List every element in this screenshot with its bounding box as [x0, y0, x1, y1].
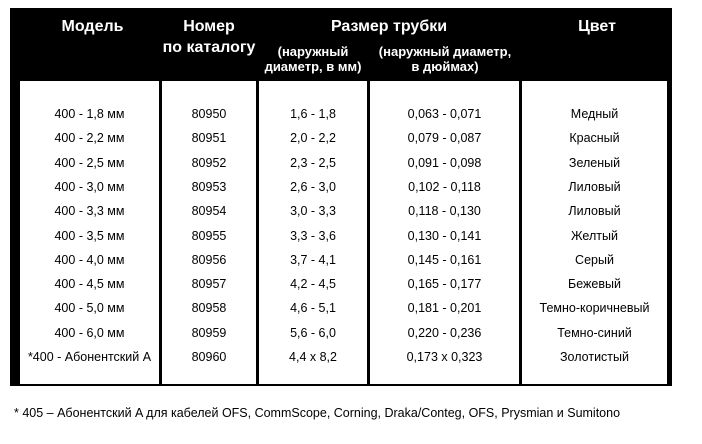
- table-cell-model: 400 - 3,3 мм: [54, 204, 125, 219]
- table-cell-mm: 3,3 - 3,6: [290, 228, 336, 243]
- table-cell-color: Медный: [570, 107, 619, 121]
- table-cell-mm: 4,2 - 4,5: [290, 277, 336, 292]
- table-cell-model: 400 - 3,5 мм: [54, 228, 125, 243]
- header-outer-in-line2: в дюймах): [411, 59, 479, 74]
- table-cell-inch: 0,118 - 0,130: [408, 204, 481, 219]
- table-cell-catalog: 80954: [191, 204, 227, 219]
- header-color: Цвет: [578, 18, 616, 35]
- table-cell-catalog: 80955: [191, 228, 227, 243]
- table-cell-mm: 2,6 - 3,0: [290, 179, 336, 194]
- table-cell-catalog: 80951: [191, 131, 227, 146]
- header-outer-mm-line2: диаметр, в мм): [264, 59, 362, 74]
- table-cell-mm: 4,4 x 8,2: [289, 350, 337, 364]
- column-model: [20, 81, 159, 384]
- table-cell-mm: 2,0 - 2,2: [290, 131, 336, 146]
- header-outer-mm-line1: (наружный: [277, 44, 349, 59]
- table-cell-catalog: 80952: [191, 155, 227, 170]
- column-outer-in: [370, 81, 519, 384]
- table-cell-model: 400 - 4,0 мм: [54, 252, 125, 267]
- table-cell-inch: 0,130 - 0,141: [407, 228, 482, 243]
- table-cell-model: 400 - 6,0 мм: [54, 325, 125, 340]
- table-cell-inch: 0,079 - 0,087: [407, 131, 482, 146]
- table-cell-catalog: 80950: [191, 107, 227, 121]
- table-cell-mm: 4,6 - 5,1: [290, 301, 336, 316]
- table-cell-catalog: 80956: [191, 252, 227, 267]
- table-cell-color: Красный: [569, 131, 620, 146]
- table-cell-model: 400 - 2,5 мм: [54, 155, 125, 170]
- column-catalog: [162, 81, 256, 384]
- table-cell-model: 400 - 1,8 мм: [54, 107, 125, 121]
- table-cell-color: Лиловый: [568, 179, 621, 194]
- table-cell-inch: 0,220 - 0,236: [407, 325, 482, 340]
- table-cell-mm: 1,6 - 1,8: [290, 107, 336, 121]
- table-cell-color: Лиловый: [568, 204, 621, 219]
- column-color: [522, 81, 667, 384]
- table-cell-inch: 0,165 - 0,177: [407, 277, 482, 292]
- table-cell-model: 400 - 3,0 мм: [54, 179, 125, 194]
- table-cell-inch: 0,181 - 0,201: [407, 301, 482, 316]
- table-cell-inch: 0,091 - 0,098: [407, 155, 482, 170]
- table-cell-inch: 0,102 - 0,118: [408, 179, 481, 194]
- table-cell-model: 400 - 2,2 мм: [54, 131, 125, 146]
- table-cell-model: 400 - 4,5 мм: [54, 277, 125, 292]
- table-cell-catalog: 80959: [191, 325, 227, 340]
- table-cell-mm: 3,7 - 4,1: [290, 252, 336, 267]
- table-cell-color: Темно-синий: [557, 325, 632, 340]
- header-catalog-line1: Номер: [183, 18, 235, 35]
- header-catalog-line2: по каталогу: [162, 39, 256, 56]
- table-cell-color: Бежевый: [568, 277, 621, 292]
- table-cell-catalog: 80960: [191, 350, 227, 364]
- table-cell-color: Темно-коричневый: [539, 301, 650, 316]
- table-cell-inch: 0,063 - 0,071: [407, 107, 482, 121]
- table-cell-catalog: 80953: [191, 179, 227, 194]
- table-cell-mm: 2,3 - 2,5: [290, 155, 336, 170]
- table-cell-catalog: 80958: [191, 301, 227, 316]
- table-cell-color: Серый: [575, 252, 614, 267]
- table-cell-catalog: 80957: [191, 277, 227, 292]
- header-outer-in-line1: (наружный диаметр,: [378, 44, 512, 59]
- table-cell-mm: 3,0 - 3,3: [290, 204, 336, 219]
- table-cell-color: Желтый: [571, 228, 618, 243]
- column-outer-mm: [259, 81, 367, 384]
- header-model: Модель: [61, 18, 124, 35]
- header-tube-size: Размер трубки: [330, 18, 448, 35]
- table-cell-inch: 0,145 - 0,161: [407, 252, 482, 267]
- table-cell-model: 400 - 5,0 мм: [54, 301, 125, 316]
- table-cell-model: *400 - Абонентский А: [27, 350, 152, 364]
- table-cell-color: Золотистый: [560, 350, 629, 364]
- spec-table: Модель Номер по каталогу Размер трубки (…: [10, 8, 672, 386]
- footnote: * 405 – Абонентский A для кабелей OFS, C…: [14, 406, 621, 420]
- table-cell-mm: 5,6 - 6,0: [290, 325, 336, 340]
- table-cell-color: Зеленый: [568, 155, 621, 170]
- table-cell-inch: 0,173 x 0,323: [406, 350, 483, 364]
